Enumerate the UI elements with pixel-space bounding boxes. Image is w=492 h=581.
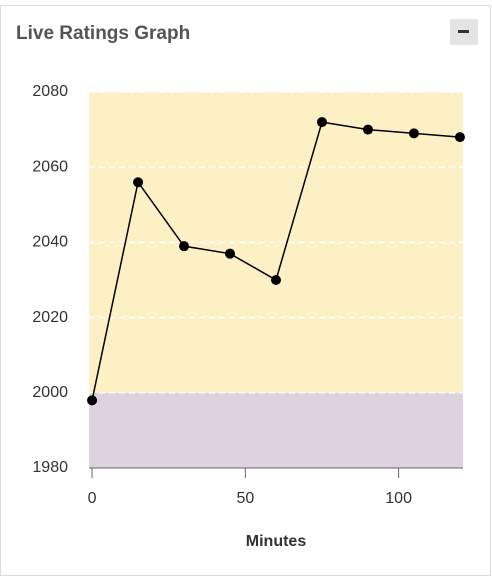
y-tick-label: 1980 [32, 459, 68, 476]
data-point [454, 132, 465, 143]
data-point [362, 124, 373, 135]
data-point [316, 117, 327, 128]
minus-icon[interactable] [458, 30, 469, 33]
y-tick-label: 2000 [32, 384, 68, 401]
collapse-button[interactable] [450, 19, 478, 45]
data-point [133, 177, 144, 188]
data-point [225, 248, 236, 259]
y-tick-label: 2060 [32, 158, 68, 175]
y-tick-label: 2080 [32, 83, 68, 100]
data-point [179, 241, 190, 252]
x-axis-label: Minutes [246, 533, 307, 550]
y-tick-label: 2040 [32, 234, 68, 251]
x-tick-label: 100 [385, 490, 412, 507]
panel-title: Live Ratings Graph [16, 23, 190, 44]
data-point [271, 275, 281, 285]
y-tick-label: 2020 [32, 309, 68, 326]
plot-band [89, 392, 463, 468]
data-point [408, 128, 419, 139]
data-point [87, 395, 98, 406]
x-tick-label: 0 [88, 490, 97, 507]
x-tick-label: 50 [236, 490, 254, 507]
plot-band [89, 92, 463, 393]
